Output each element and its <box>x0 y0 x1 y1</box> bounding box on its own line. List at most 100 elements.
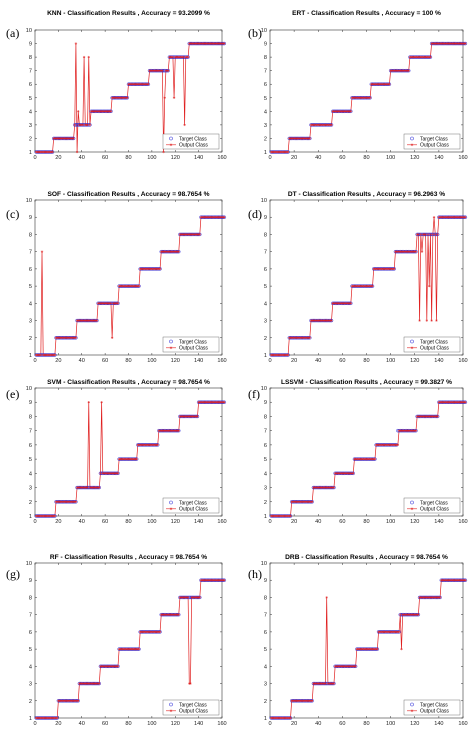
output-class-point <box>376 443 379 447</box>
output-class-point <box>110 336 114 339</box>
output-class-point <box>382 443 385 447</box>
output-class-point <box>429 415 432 418</box>
x-tick-label: 20 <box>55 721 61 727</box>
output-class-point <box>314 123 318 127</box>
x-tick-label: 80 <box>125 721 131 727</box>
output-class-point <box>116 665 120 668</box>
output-class-point <box>424 415 427 418</box>
y-tick-label: 9 <box>29 42 32 48</box>
output-class-point <box>280 716 284 720</box>
x-tick-label: 80 <box>125 155 131 161</box>
output-class-point <box>413 429 416 432</box>
legend-output-marker <box>410 346 414 350</box>
output-class-point <box>284 514 287 518</box>
output-class-point <box>456 401 460 404</box>
output-class-point <box>74 42 78 45</box>
output-class-point <box>407 250 410 253</box>
output-class-point <box>337 472 340 475</box>
x-tick-label: 60 <box>339 721 345 727</box>
y-tick-label: 5 <box>264 647 267 653</box>
output-class-point <box>414 250 418 253</box>
output-class-point <box>368 647 372 651</box>
output-class-point <box>342 302 345 305</box>
output-class-point <box>313 682 316 685</box>
output-class-point <box>394 250 397 253</box>
output-class-point <box>459 42 462 45</box>
output-class-point <box>335 302 338 305</box>
output-class-point <box>411 250 414 253</box>
output-class-point <box>99 472 102 475</box>
output-class-point <box>325 486 328 489</box>
output-class-point <box>377 443 380 447</box>
x-tick-label: 60 <box>102 155 108 161</box>
y-tick-label: 9 <box>29 400 32 406</box>
output-class-point <box>358 647 361 651</box>
output-class-point <box>394 69 397 72</box>
output-class-point <box>407 429 410 432</box>
output-class-point <box>385 267 389 271</box>
x-tick-label: 60 <box>339 155 345 161</box>
output-class-point <box>452 401 455 404</box>
output-class-point <box>296 699 299 702</box>
output-class-point <box>292 336 296 339</box>
output-class-point <box>302 336 305 339</box>
output-class-point <box>327 486 331 489</box>
output-class-point <box>407 613 410 616</box>
output-class-point <box>329 486 332 489</box>
output-class-point <box>366 284 369 288</box>
output-class-point <box>307 336 310 339</box>
output-class-point <box>156 443 159 447</box>
output-class-point <box>53 514 57 518</box>
output-class-point <box>279 150 283 154</box>
output-class-point <box>370 457 373 461</box>
output-class-point <box>359 96 362 99</box>
output-class-point <box>461 401 465 404</box>
output-class-point <box>286 716 290 720</box>
output-class-point <box>425 415 429 418</box>
output-class-point <box>459 579 462 582</box>
output-class-point <box>306 500 309 503</box>
output-class-point <box>82 55 86 59</box>
y-tick-label: 3 <box>264 486 267 492</box>
output-class-point <box>406 69 409 72</box>
x-tick-label: 100 <box>386 519 395 525</box>
chart-panel-8: (h) DRB - Classification Results , Accura… <box>248 554 468 727</box>
output-class-point <box>420 596 424 599</box>
legend-output-label: Output Class <box>179 346 208 352</box>
output-class-point <box>353 96 356 99</box>
output-class-point <box>361 96 365 99</box>
output-class-point <box>95 319 99 322</box>
output-class-point <box>196 415 199 418</box>
output-class-point <box>393 267 396 271</box>
x-tick-label: 100 <box>386 155 395 161</box>
output-class-point <box>399 429 402 432</box>
output-class-point <box>309 500 313 503</box>
output-class-point <box>396 250 400 253</box>
y-tick-label: 7 <box>29 613 32 619</box>
legend-target-marker <box>169 702 173 707</box>
output-class-point <box>370 647 373 651</box>
output-class-point <box>330 319 333 322</box>
output-class-point <box>348 302 351 305</box>
y-tick-label: 8 <box>29 232 32 238</box>
output-class-point <box>431 233 435 236</box>
output-class-point <box>394 443 397 447</box>
output-class-point <box>355 457 359 461</box>
output-class-point <box>455 42 459 45</box>
output-class-point <box>320 682 324 685</box>
output-class-point <box>333 472 337 475</box>
output-class-point <box>277 353 280 357</box>
x-tick-label: 160 <box>458 155 467 161</box>
output-class-point <box>183 123 186 127</box>
output-class-point <box>116 302 120 305</box>
output-class-point <box>290 336 293 339</box>
y-tick-label: 4 <box>264 664 267 670</box>
output-class-point <box>425 596 429 599</box>
output-class-point <box>435 319 438 322</box>
x-tick-label: 160 <box>217 519 226 525</box>
output-class-point <box>74 336 78 339</box>
output-class-point <box>359 647 362 651</box>
output-class-point <box>317 123 320 127</box>
output-class-point <box>324 123 327 127</box>
output-class-point <box>391 267 395 271</box>
